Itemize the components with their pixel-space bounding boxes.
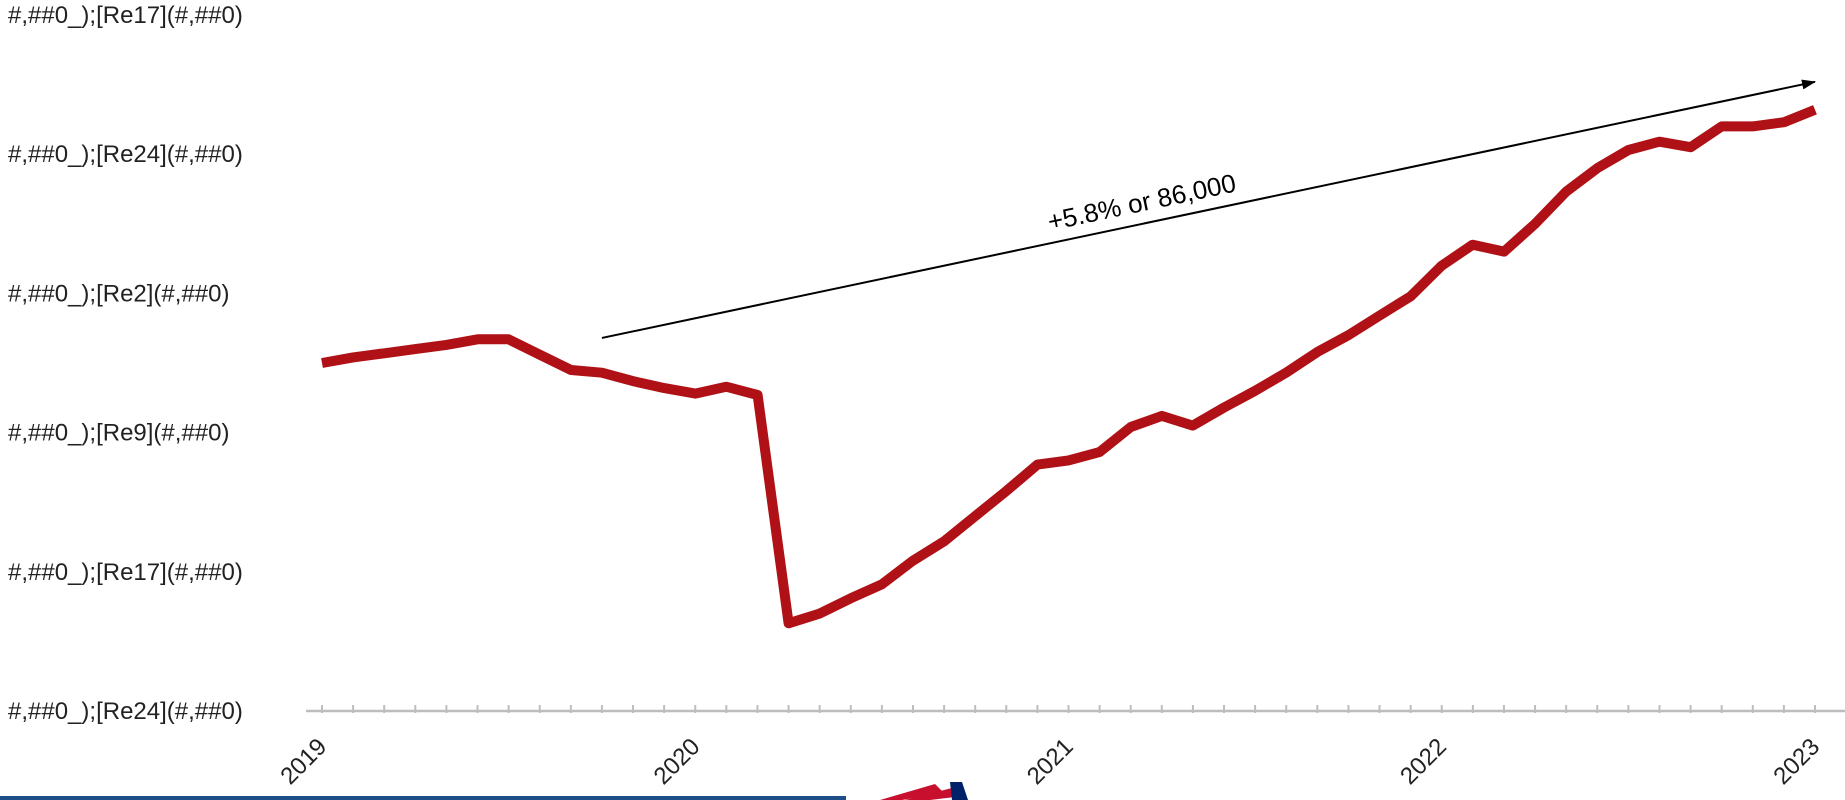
y-tick-label: #,##0_);[Re24](#,##0) [8, 698, 243, 725]
x-tick-label: 2020 [649, 733, 706, 790]
x-axis [306, 705, 1845, 713]
y-tick-label: #,##0_);[Re9](#,##0) [8, 420, 229, 447]
footer-decoration [0, 782, 968, 800]
x-tick-label: 2023 [1768, 733, 1825, 790]
series-line-0 [321, 105, 1817, 629]
x-tick-label: 2022 [1395, 733, 1452, 790]
y-axis-tick-labels: #,##0_);[Re17](#,##0) #,##0_);[Re24](#,##… [8, 2, 243, 725]
annotation-layer: +5.8% or 86,000 [601, 79, 1816, 339]
logo-mark [880, 782, 968, 800]
x-tick-label: 2021 [1022, 733, 1079, 790]
footer-band [0, 796, 846, 800]
y-tick-label: #,##0_);[Re2](#,##0) [8, 280, 229, 307]
series-layer [321, 105, 1817, 629]
annotation-arrow [601, 79, 1816, 339]
y-tick-label: #,##0_);[Re24](#,##0) [8, 141, 243, 168]
x-axis-tick-labels: 2019 2020 2021 2022 2023 [275, 733, 1825, 790]
y-tick-label: #,##0_);[Re17](#,##0) [8, 559, 243, 586]
y-tick-label: #,##0_);[Re17](#,##0) [8, 2, 243, 29]
annotation-label: +5.8% or 86,000 [1045, 168, 1239, 237]
x-tick-label: 2019 [275, 733, 332, 790]
